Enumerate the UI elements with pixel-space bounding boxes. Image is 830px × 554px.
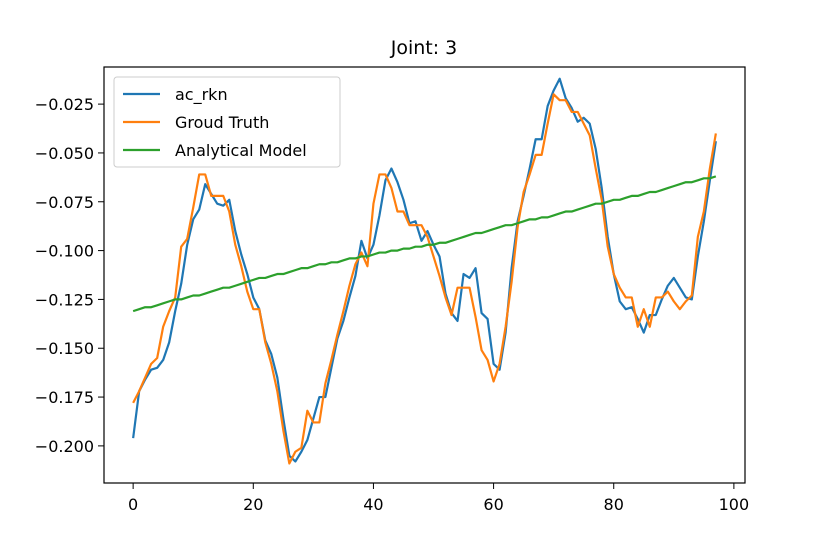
plot-frame (103, 66, 746, 484)
y-axis: −0.200 −0.175 −0.150 −0.125 −0.100 −0.075 −0.0… (35, 95, 104, 456)
y-tick-label: −0.050 (35, 144, 94, 163)
series-layer (132, 77, 717, 465)
chart-title: Joint: 3 (390, 37, 458, 59)
y-tick-label: −0.025 (35, 95, 94, 114)
x-tick-label: 0 (128, 495, 138, 514)
legend-box (113, 76, 341, 168)
legend-label-ac-rkn: ac_rkn (175, 85, 228, 105)
y-tick-label: −0.125 (35, 290, 94, 309)
legend: ac_rkn Groud Truth Analytical Model (113, 76, 341, 168)
x-axis: 0 20 40 60 80 100 (128, 483, 749, 514)
y-tick-label: −0.100 (35, 242, 94, 261)
y-tick-label: −0.175 (35, 388, 94, 407)
series-line-analytical-model (132, 175, 717, 313)
y-tick-label: −0.075 (35, 193, 94, 212)
x-tick-label: 80 (604, 495, 624, 514)
x-tick-label: 100 (719, 495, 750, 514)
x-tick-label: 40 (363, 495, 383, 514)
legend-label-groud-truth: Groud Truth (175, 113, 269, 132)
series-line-ac-rkn (132, 77, 717, 463)
x-tick-label: 20 (243, 495, 263, 514)
legend-label-analytical-model: Analytical Model (175, 141, 307, 160)
series-line-groud-truth (132, 93, 717, 465)
x-tick-label: 60 (483, 495, 503, 514)
y-tick-label: −0.200 (35, 437, 94, 456)
y-tick-label: −0.150 (35, 339, 94, 358)
